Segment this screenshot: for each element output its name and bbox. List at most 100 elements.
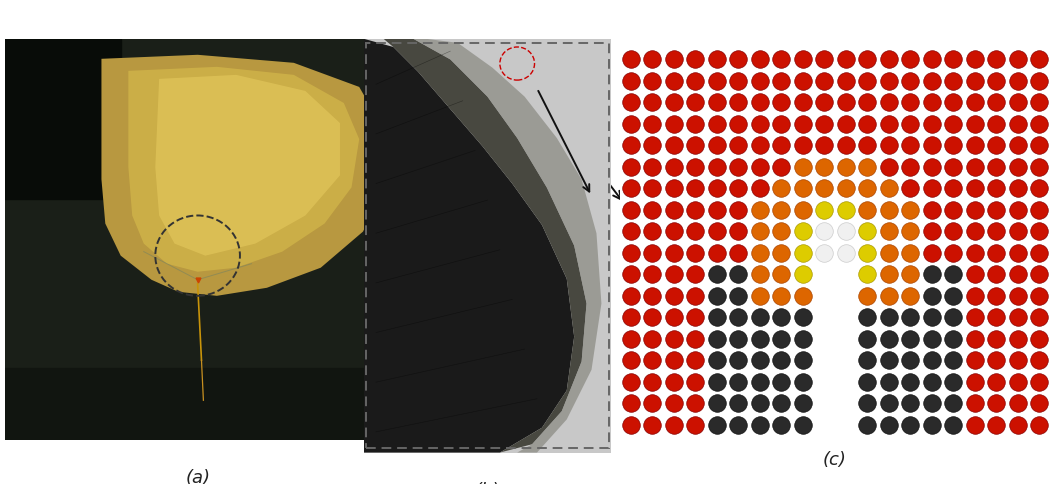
Point <box>816 77 833 85</box>
Point <box>837 120 854 128</box>
Point <box>988 271 1004 278</box>
Point <box>1031 421 1048 429</box>
Point <box>665 120 682 128</box>
Point <box>686 421 703 429</box>
Point <box>644 271 661 278</box>
Point <box>644 227 661 235</box>
Point <box>967 313 983 321</box>
Point <box>880 313 897 321</box>
Point <box>794 335 811 343</box>
Point <box>923 356 940 364</box>
Point <box>923 421 940 429</box>
Point <box>923 77 940 85</box>
Point <box>859 421 876 429</box>
Point <box>944 163 961 171</box>
Point <box>1009 120 1026 128</box>
Point <box>644 356 661 364</box>
Polygon shape <box>364 39 574 453</box>
Point <box>752 356 768 364</box>
Point <box>686 184 703 192</box>
Point <box>773 227 789 235</box>
Point <box>816 249 833 257</box>
Point <box>708 184 725 192</box>
Point <box>665 249 682 257</box>
Point <box>622 421 639 429</box>
Point <box>880 98 897 106</box>
Point <box>837 249 854 257</box>
Point <box>923 292 940 300</box>
Point <box>708 292 725 300</box>
Point <box>665 399 682 407</box>
Point <box>901 184 918 192</box>
Point <box>752 55 768 63</box>
Point <box>752 335 768 343</box>
Point <box>794 184 811 192</box>
Point <box>988 292 1004 300</box>
Point <box>752 227 768 235</box>
Point <box>752 141 768 149</box>
Point <box>967 55 983 63</box>
Point <box>773 271 789 278</box>
Point <box>967 227 983 235</box>
Point <box>944 356 961 364</box>
Point <box>622 77 639 85</box>
Point <box>901 163 918 171</box>
Point <box>622 55 639 63</box>
Point <box>644 421 661 429</box>
Point <box>729 120 746 128</box>
Point <box>988 55 1004 63</box>
Point <box>665 313 682 321</box>
Point <box>944 292 961 300</box>
Point <box>773 356 789 364</box>
Point <box>665 141 682 149</box>
Point <box>665 378 682 386</box>
Point <box>708 335 725 343</box>
Point <box>1009 335 1026 343</box>
Point <box>622 399 639 407</box>
Point <box>901 206 918 213</box>
Point <box>644 184 661 192</box>
Point <box>837 141 854 149</box>
Point <box>729 313 746 321</box>
Point <box>644 206 661 213</box>
Point <box>686 249 703 257</box>
Point <box>1009 421 1026 429</box>
Point <box>708 356 725 364</box>
Point <box>644 335 661 343</box>
Point <box>665 271 682 278</box>
Point <box>1009 399 1026 407</box>
Point <box>967 98 983 106</box>
Point <box>794 141 811 149</box>
Point <box>665 421 682 429</box>
Point <box>967 249 983 257</box>
Point <box>901 292 918 300</box>
Point <box>944 120 961 128</box>
Point <box>1031 55 1048 63</box>
Point <box>644 249 661 257</box>
Point <box>752 249 768 257</box>
Point <box>1009 141 1026 149</box>
Point <box>752 378 768 386</box>
Point <box>708 163 725 171</box>
Point <box>708 249 725 257</box>
Point <box>686 55 703 63</box>
Point <box>686 356 703 364</box>
Point <box>859 292 876 300</box>
Point <box>752 271 768 278</box>
Point <box>1009 292 1026 300</box>
Point <box>773 292 789 300</box>
Point <box>901 378 918 386</box>
Bar <box>5 368 390 440</box>
Point <box>729 356 746 364</box>
Point <box>1031 206 1048 213</box>
Point <box>859 378 876 386</box>
Point <box>837 227 854 235</box>
Point <box>794 206 811 213</box>
Point <box>901 227 918 235</box>
Point <box>794 378 811 386</box>
Point <box>837 55 854 63</box>
Point <box>729 227 746 235</box>
Point <box>859 55 876 63</box>
Point <box>665 206 682 213</box>
Point <box>901 313 918 321</box>
